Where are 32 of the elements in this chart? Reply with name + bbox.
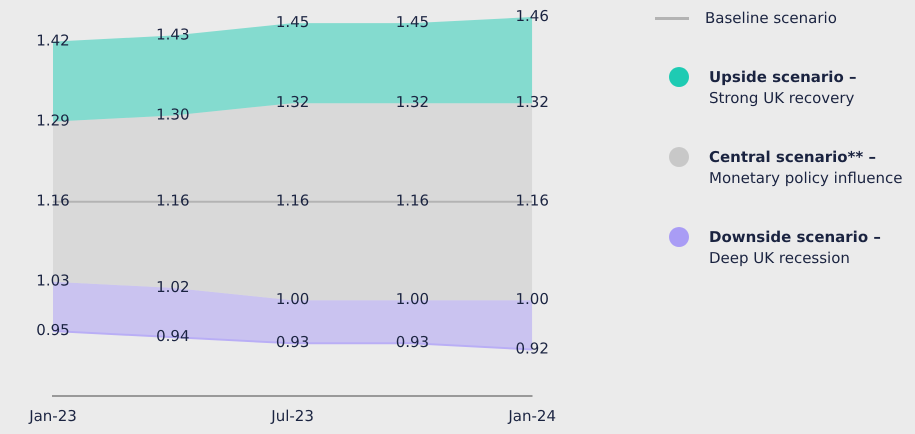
data-label: 1.00	[276, 290, 310, 308]
data-label: 1.16	[36, 192, 70, 210]
data-label: 1.00	[515, 290, 549, 308]
data-label: 1.29	[36, 112, 70, 130]
data-label: 1.46	[515, 6, 549, 25]
data-label: 1.16	[276, 192, 310, 210]
data-label: 1.43	[156, 25, 190, 44]
data-label: 1.45	[276, 13, 310, 32]
x-tick-label: Jul-23	[270, 406, 314, 425]
data-label: 1.00	[396, 290, 430, 308]
data-label: 0.94	[156, 327, 190, 346]
legend-label: Upside scenario – Strong UK recovery	[709, 67, 856, 109]
x-tick-label: Jan-24	[507, 406, 556, 425]
data-label: 1.16	[396, 192, 430, 210]
legend-label: Downside scenario – Deep UK recession	[709, 227, 881, 269]
data-label: 0.93	[396, 333, 430, 352]
data-label: 1.30	[156, 105, 190, 124]
legend-label: Central scenario** – Monetary policy influence	[709, 147, 903, 189]
x-tick-label: Jan-23	[28, 406, 77, 425]
legend-label: Baseline scenario	[705, 8, 837, 29]
data-label: 0.95	[36, 320, 70, 339]
data-label: 1.16	[156, 192, 190, 210]
data-label: 0.92	[515, 339, 549, 358]
data-label: 1.32	[396, 93, 430, 112]
data-label: 1.03	[36, 272, 70, 290]
data-label: 1.42	[36, 32, 70, 50]
data-label: 1.32	[515, 93, 549, 112]
data-label: 0.93	[276, 333, 310, 352]
data-label: 1.32	[276, 93, 310, 112]
data-label: 1.16	[515, 192, 549, 210]
data-label: 1.45	[396, 13, 430, 32]
data-label: 1.02	[156, 278, 190, 296]
